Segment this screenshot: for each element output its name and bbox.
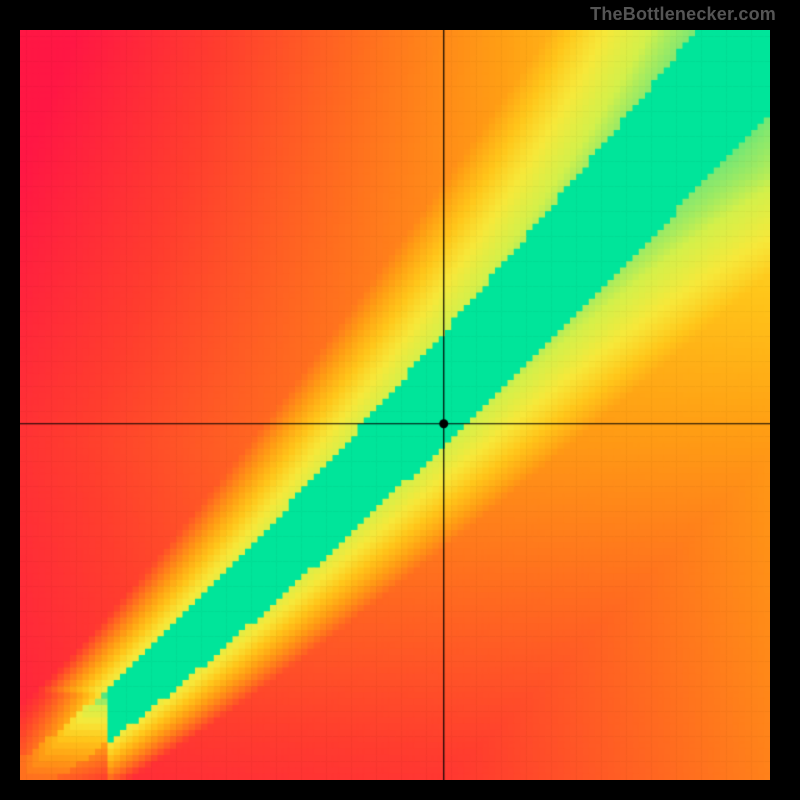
bottleneck-heatmap xyxy=(20,30,770,780)
root-container: TheBottlenecker.com xyxy=(0,0,800,800)
watermark-text: TheBottlenecker.com xyxy=(590,4,776,25)
